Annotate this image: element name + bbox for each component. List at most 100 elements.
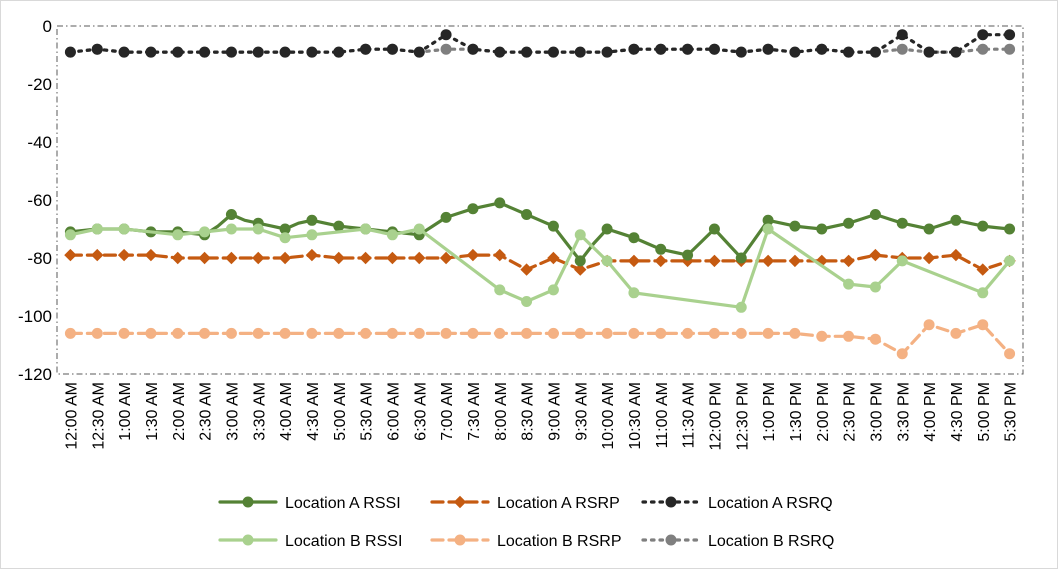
data-point bbox=[950, 327, 962, 339]
data-point bbox=[440, 327, 452, 339]
x-tick-label: 7:00 AM bbox=[439, 382, 456, 441]
data-point bbox=[360, 223, 372, 235]
legend-label: Location A RSRQ bbox=[708, 495, 833, 512]
data-point bbox=[896, 43, 908, 55]
legend-swatch-marker bbox=[665, 534, 677, 546]
data-point bbox=[306, 46, 318, 58]
data-point bbox=[145, 46, 157, 58]
data-point bbox=[467, 327, 479, 339]
data-point bbox=[896, 217, 908, 229]
data-point bbox=[574, 263, 587, 276]
x-tick-label: 5:30 AM bbox=[359, 382, 376, 441]
data-point bbox=[118, 327, 130, 339]
data-point bbox=[789, 327, 801, 339]
data-point bbox=[655, 43, 667, 55]
data-point bbox=[413, 223, 425, 235]
data-point bbox=[547, 46, 559, 58]
data-point bbox=[279, 232, 291, 244]
data-point bbox=[654, 254, 667, 268]
data-point bbox=[440, 211, 452, 223]
data-point bbox=[252, 251, 265, 265]
x-tick-label: 6:00 AM bbox=[385, 382, 402, 441]
data-point bbox=[91, 43, 103, 55]
data-point bbox=[574, 46, 586, 58]
data-point bbox=[520, 263, 533, 276]
x-tick-label: 3:00 AM bbox=[224, 382, 241, 441]
series-line bbox=[68, 33, 1012, 54]
x-tick-label: 9:00 AM bbox=[546, 382, 563, 441]
legend-item: Location A RSSI bbox=[218, 495, 401, 512]
data-point bbox=[655, 327, 667, 339]
x-tick-label: 10:00 AM bbox=[600, 382, 617, 450]
data-point bbox=[735, 46, 747, 58]
y-tick-label: -60 bbox=[27, 191, 52, 210]
x-tick-label: 8:00 AM bbox=[493, 382, 510, 441]
data-point bbox=[118, 223, 130, 235]
data-point bbox=[789, 220, 801, 232]
data-point bbox=[279, 327, 291, 339]
legend: Location A RSSI Location A RSRP Location A… bbox=[218, 495, 834, 550]
y-tick-label: -120 bbox=[18, 365, 52, 384]
data-point bbox=[360, 43, 372, 55]
data-point bbox=[306, 327, 318, 339]
legend-swatch-marker bbox=[242, 534, 254, 546]
data-point bbox=[440, 29, 452, 41]
data-point bbox=[977, 319, 989, 331]
series-layer bbox=[64, 29, 1016, 360]
x-tick-label: 3:30 PM bbox=[895, 382, 912, 442]
legend-label: Location B RSRP bbox=[497, 533, 622, 550]
data-point bbox=[467, 43, 479, 55]
data-point bbox=[386, 327, 398, 339]
data-point bbox=[172, 229, 184, 241]
data-point bbox=[896, 29, 908, 41]
x-tick-label: 2:00 PM bbox=[815, 382, 832, 442]
data-point bbox=[1004, 29, 1016, 41]
y-axis: 0 -20 -40 -60 -80 -100 -120 bbox=[18, 17, 52, 384]
data-point bbox=[91, 327, 103, 339]
legend-swatch-marker bbox=[453, 495, 467, 509]
data-point bbox=[172, 46, 184, 58]
data-point bbox=[252, 327, 264, 339]
data-point bbox=[199, 46, 211, 58]
legend-item: Location B RSRP bbox=[430, 533, 622, 550]
y-tick-label: -100 bbox=[18, 307, 52, 326]
data-point bbox=[574, 255, 586, 267]
data-point bbox=[1004, 223, 1016, 235]
data-point bbox=[923, 319, 935, 331]
data-point bbox=[977, 287, 989, 299]
data-point bbox=[1004, 43, 1016, 55]
data-point bbox=[332, 251, 345, 265]
data-point bbox=[225, 209, 237, 220]
data-point bbox=[627, 254, 641, 268]
data-point bbox=[574, 229, 586, 241]
data-point bbox=[467, 203, 479, 215]
x-tick-label: 12:30 PM bbox=[734, 382, 751, 450]
y-tick-label: -80 bbox=[27, 249, 52, 268]
data-point bbox=[655, 243, 667, 255]
x-tick-label: 7:30 AM bbox=[466, 382, 483, 441]
data-point bbox=[869, 46, 881, 58]
data-point bbox=[869, 209, 881, 220]
x-tick-label: 5:00 AM bbox=[332, 382, 349, 441]
data-point bbox=[950, 46, 962, 58]
data-point bbox=[494, 197, 506, 209]
data-point bbox=[816, 223, 828, 235]
series-location-a-rsrq bbox=[64, 29, 1016, 58]
data-point bbox=[252, 223, 264, 235]
data-point bbox=[682, 327, 694, 339]
data-point bbox=[843, 330, 855, 342]
data-point bbox=[922, 251, 936, 265]
series-line bbox=[68, 323, 1012, 356]
x-tick-label: 1:30 PM bbox=[788, 382, 805, 442]
data-point bbox=[440, 43, 452, 55]
x-axis: 12:00 AM 12:30 AM 1:00 AM 1:30 AM 2:00 AM 2:3… bbox=[63, 382, 1019, 450]
series-line bbox=[68, 253, 1012, 272]
x-tick-label: 9:30 AM bbox=[573, 382, 590, 441]
data-point bbox=[547, 284, 559, 296]
legend-item: Location A RSRP bbox=[430, 495, 620, 512]
data-point bbox=[735, 252, 747, 264]
x-tick-label: 8:30 AM bbox=[520, 382, 537, 441]
data-point bbox=[843, 46, 855, 58]
